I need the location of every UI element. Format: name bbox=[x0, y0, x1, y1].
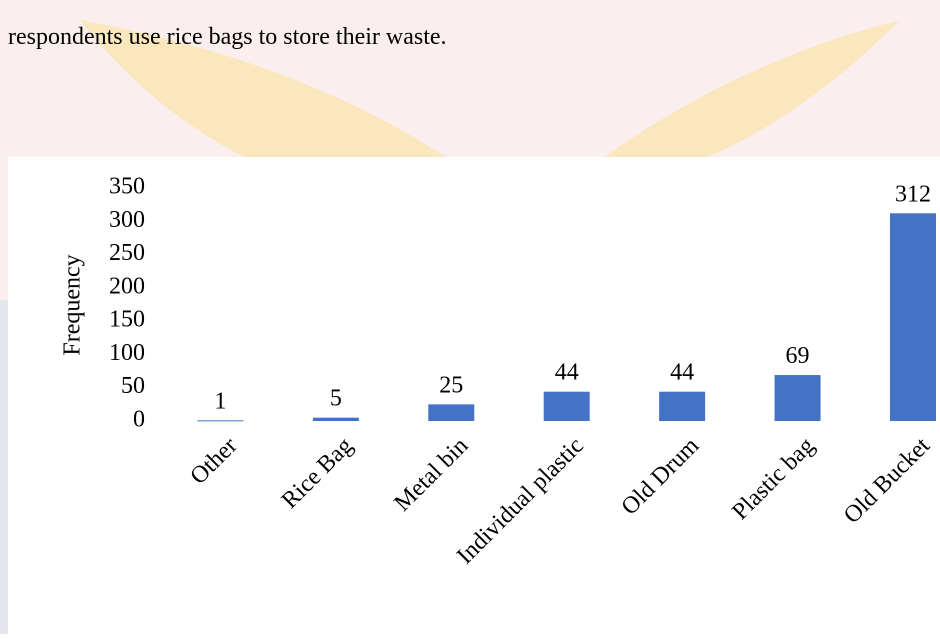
body-text: respondents use rice bags to store their… bbox=[8, 24, 447, 50]
y-tick-label: 350 bbox=[109, 174, 145, 200]
data-label: 312 bbox=[895, 181, 931, 207]
data-label: 44 bbox=[555, 360, 579, 386]
bar bbox=[659, 391, 706, 421]
bar bbox=[312, 417, 359, 421]
data-label: 69 bbox=[786, 343, 810, 369]
watermark-wing bbox=[80, 20, 900, 160]
y-tick-label: 250 bbox=[109, 240, 145, 266]
data-label: 44 bbox=[670, 360, 694, 386]
y-tick-label: 150 bbox=[109, 307, 145, 333]
y-tick-label: 300 bbox=[109, 207, 145, 233]
y-tick-label: 0 bbox=[133, 407, 145, 433]
side-band bbox=[0, 300, 8, 634]
data-label: 5 bbox=[330, 386, 342, 412]
y-tick-label: 200 bbox=[109, 273, 145, 299]
y-tick-label: 100 bbox=[109, 340, 145, 366]
bar bbox=[428, 404, 475, 421]
bar bbox=[889, 213, 936, 421]
bar bbox=[543, 391, 590, 421]
y-axis-label: Frequency bbox=[60, 254, 86, 355]
bar bbox=[197, 420, 244, 422]
data-label: 25 bbox=[439, 372, 463, 398]
data-label: 1 bbox=[214, 388, 226, 414]
y-tick-label: 50 bbox=[121, 373, 145, 399]
bar bbox=[774, 375, 821, 421]
